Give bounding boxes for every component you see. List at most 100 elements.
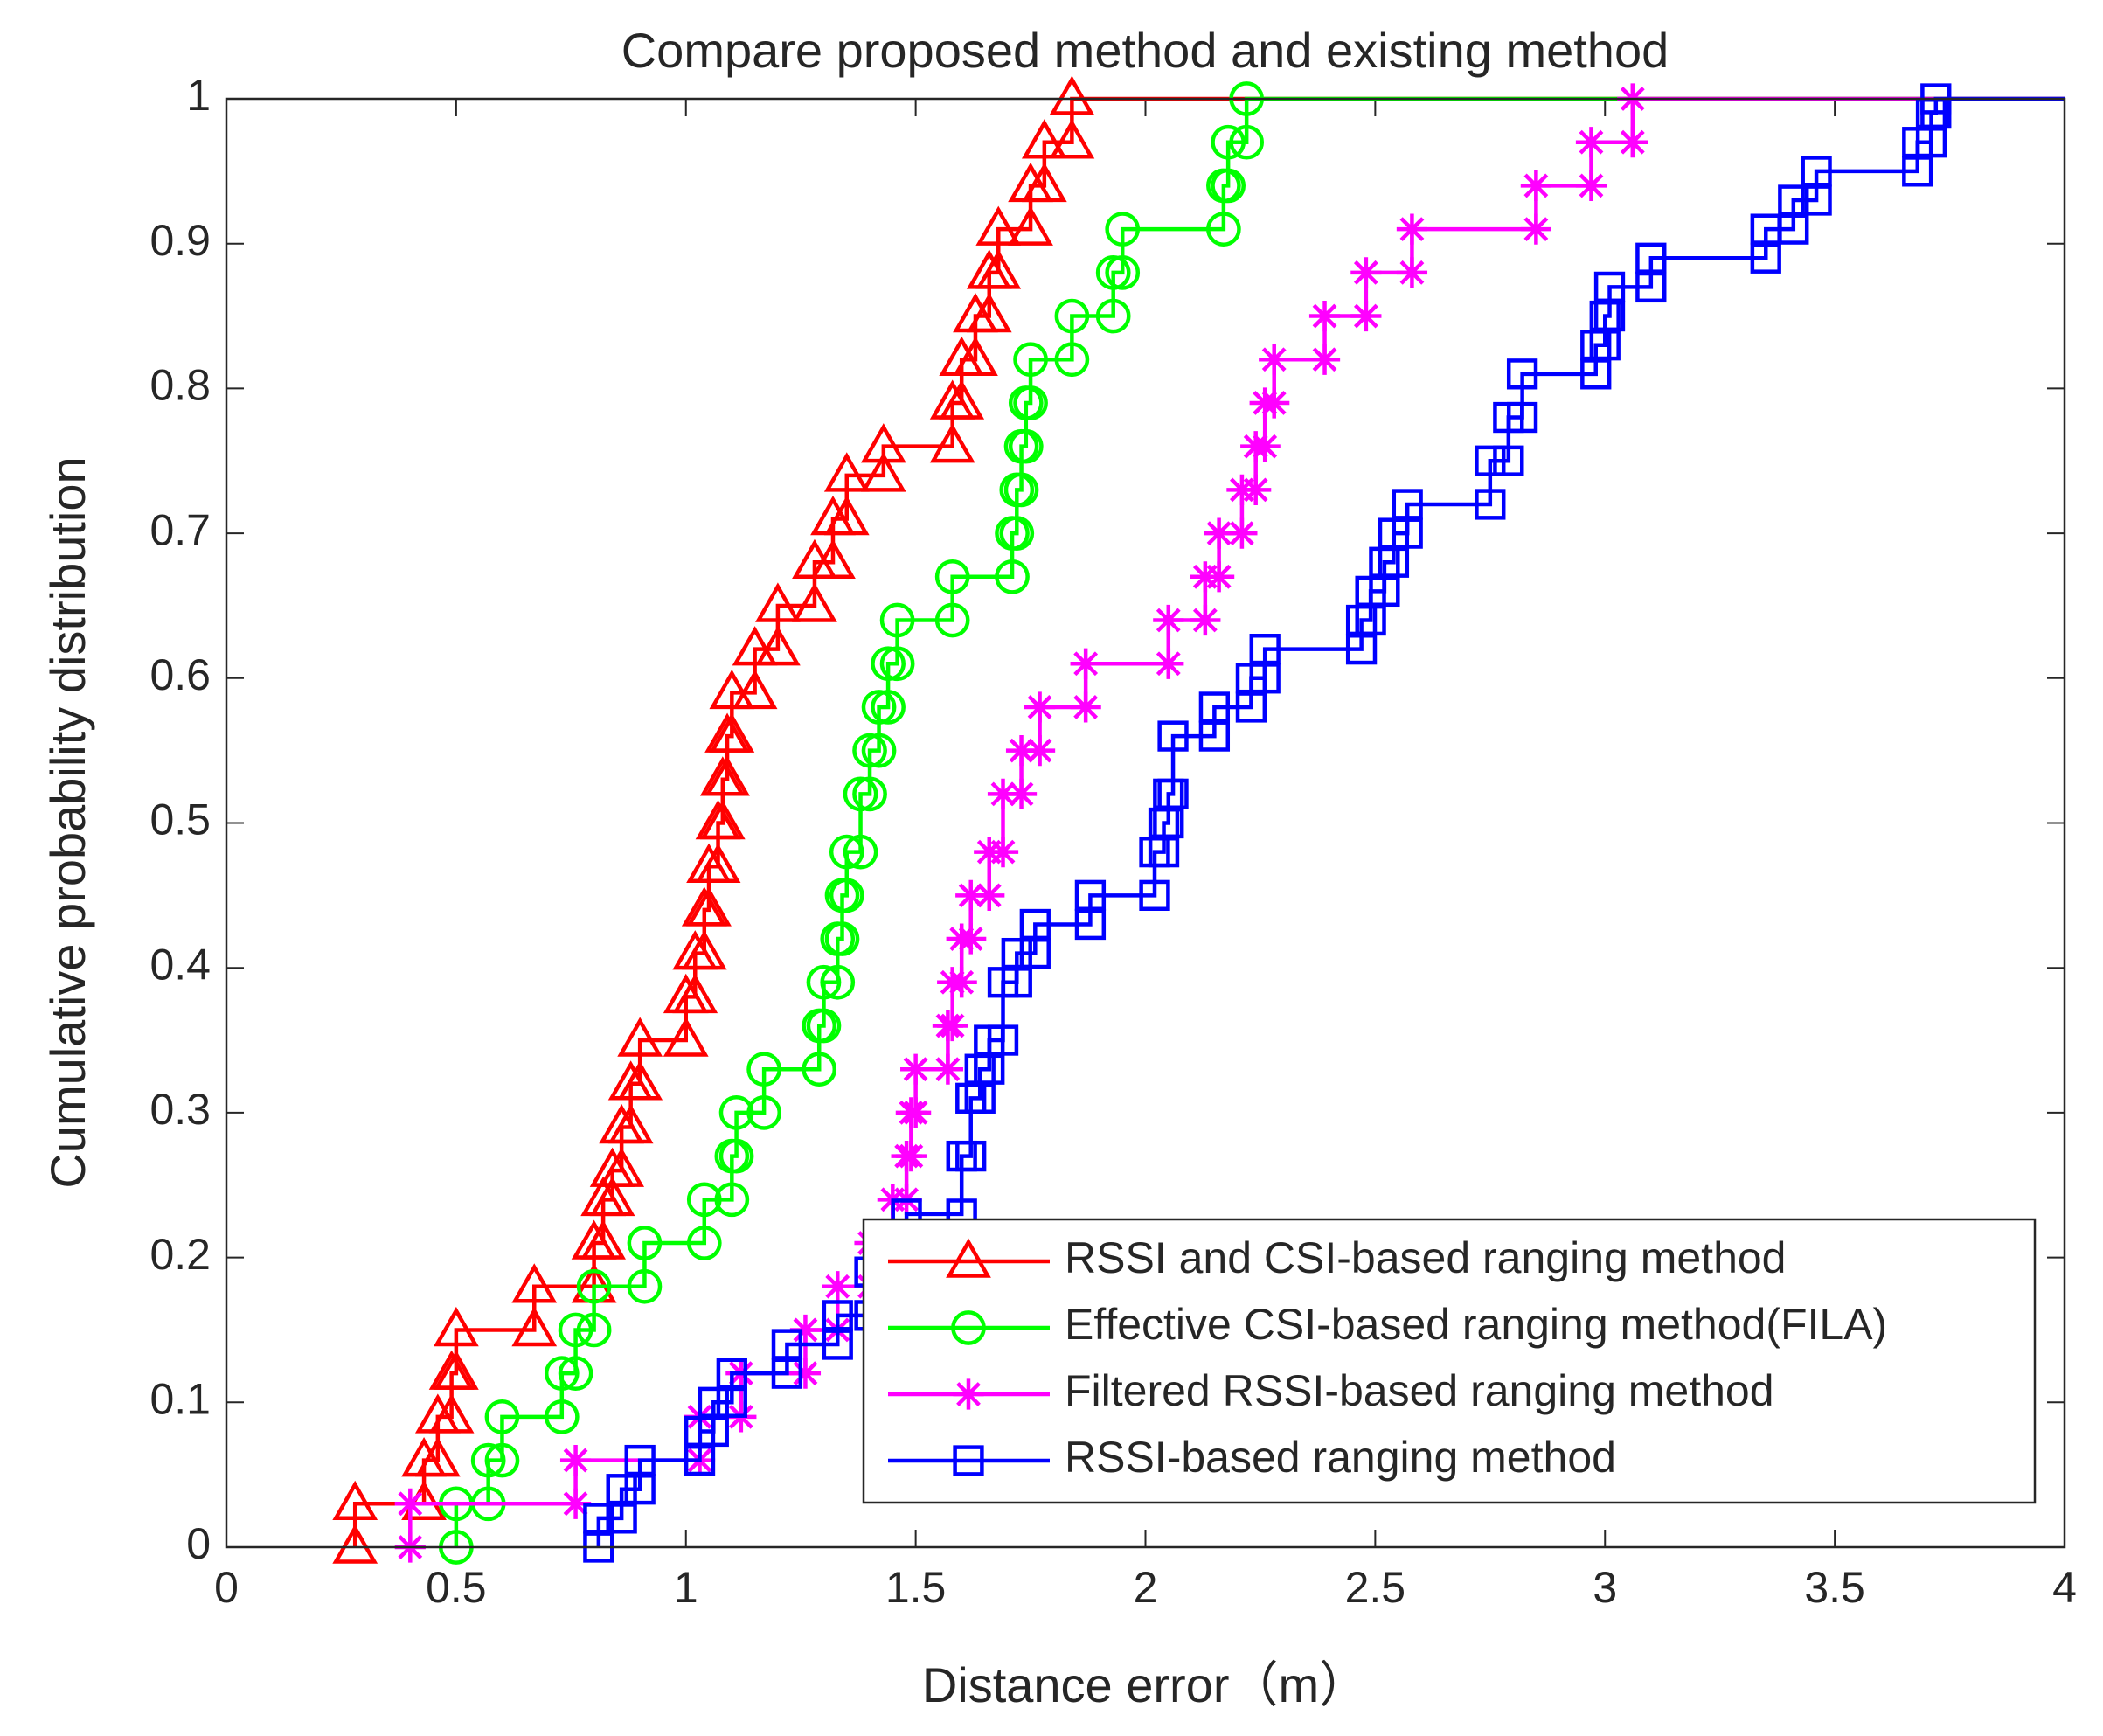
marker [709, 712, 755, 753]
marker [1095, 298, 1131, 334]
marker [1153, 807, 1184, 839]
marker [1350, 257, 1382, 288]
marker [686, 1182, 722, 1218]
marker [1054, 342, 1090, 378]
marker [843, 776, 878, 812]
marker [789, 1358, 822, 1389]
marker [1249, 663, 1281, 694]
marker [802, 1052, 837, 1087]
marker [1902, 156, 1933, 187]
marker [746, 1052, 781, 1087]
marker [974, 879, 1005, 911]
marker [1520, 213, 1551, 245]
legend-marker [951, 1310, 986, 1345]
marker [1369, 575, 1400, 608]
marker [698, 1386, 729, 1418]
marker [966, 293, 1012, 333]
marker [1003, 472, 1039, 508]
marker [999, 516, 1035, 551]
y-tick-label: 0.1 [149, 1375, 211, 1424]
marker [672, 973, 718, 1014]
marker [822, 1271, 853, 1302]
marker [1801, 156, 1832, 187]
marker [1308, 300, 1341, 332]
marker [1240, 474, 1272, 505]
marker [871, 646, 906, 682]
x-tick-label: 3.5 [1804, 1563, 1865, 1612]
marker [576, 1268, 612, 1304]
legend-marker [946, 1238, 991, 1278]
marker [1475, 445, 1506, 476]
marker [1019, 937, 1051, 969]
marker [686, 1226, 722, 1260]
legend-label: Filtered RSSI-based ranging method [1065, 1366, 1774, 1415]
marker [955, 879, 987, 911]
legend-marker [953, 1378, 984, 1410]
marker [1778, 213, 1809, 245]
y-tick-label: 0.5 [149, 795, 211, 844]
marker [627, 1268, 663, 1304]
marker [822, 1300, 853, 1331]
marker [511, 1263, 558, 1303]
marker [1054, 298, 1090, 334]
series-line [454, 96, 2065, 1547]
marker [580, 1219, 626, 1260]
marker [1204, 517, 1235, 549]
legend-label: RSSI and CSI-based ranging method [1065, 1233, 1787, 1282]
marker [955, 1140, 987, 1172]
marker [1008, 428, 1044, 464]
marker [937, 1010, 968, 1042]
marker [789, 1314, 822, 1346]
x-tick-label: 1.5 [885, 1563, 947, 1612]
marker [1635, 242, 1667, 274]
x-axis-label: Distance error（m） [922, 1657, 1368, 1712]
y-tick-label: 1 [186, 71, 211, 120]
x-tick-label: 2.5 [1345, 1563, 1406, 1612]
marker [934, 602, 970, 638]
marker [771, 1358, 803, 1389]
marker [1024, 691, 1056, 723]
marker [1392, 517, 1423, 549]
marker [414, 1437, 461, 1477]
marker [871, 690, 906, 725]
legend-box [862, 1218, 2037, 1504]
marker [823, 452, 870, 492]
marker [433, 1350, 479, 1390]
x-tick-label: 4 [2052, 1563, 2077, 1612]
marker [559, 1488, 592, 1519]
y-tick-label: 0.9 [149, 216, 211, 265]
y-axis-label: Cumulative probability distribution [40, 456, 95, 1188]
marker [1157, 720, 1189, 752]
marker [1074, 908, 1107, 941]
marker [860, 423, 906, 463]
marker [810, 538, 856, 579]
marker [1198, 691, 1231, 723]
marker [1074, 879, 1107, 912]
marker [820, 964, 856, 1000]
marker [1139, 879, 1170, 912]
marker [1345, 634, 1378, 665]
marker [1211, 168, 1246, 204]
marker [558, 1312, 593, 1348]
x-tick-label: 0.5 [426, 1563, 487, 1612]
marker [484, 1442, 520, 1478]
marker [975, 249, 1022, 289]
marker [1249, 431, 1281, 462]
marker [1801, 184, 1832, 216]
marker [684, 1444, 716, 1476]
marker [1019, 908, 1051, 941]
legend-label: RSSI-based ranging method [1065, 1433, 1616, 1482]
marker [511, 1306, 558, 1347]
marker [900, 1097, 932, 1128]
marker [1095, 254, 1131, 290]
marker [716, 1386, 747, 1418]
marker [1475, 489, 1506, 520]
marker [1635, 271, 1667, 303]
marker [860, 452, 906, 492]
marker [624, 1444, 656, 1476]
marker [1593, 300, 1626, 332]
marker [1001, 967, 1032, 998]
marker [624, 1474, 656, 1505]
marker [544, 1399, 580, 1434]
